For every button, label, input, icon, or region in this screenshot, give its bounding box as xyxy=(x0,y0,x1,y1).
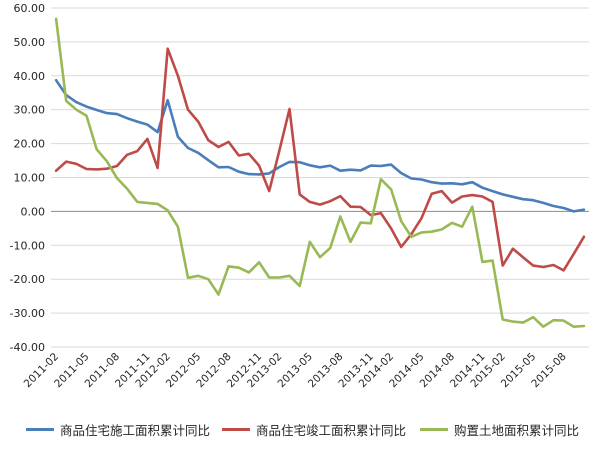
legend: 商品住宅施工面积累计同比 商品住宅竣工面积累计同比 购置土地面积累计同比 xyxy=(0,419,601,439)
legend-item-completion: 商品住宅竣工面积累计同比 xyxy=(222,419,406,439)
y-tick-label: 10.00 xyxy=(14,172,46,185)
legend-label-construction: 商品住宅施工面积累计同比 xyxy=(60,422,211,438)
y-tick-label: 40.00 xyxy=(14,70,46,83)
y-tick-label: 30.00 xyxy=(14,104,46,117)
legend-swatch-construction xyxy=(26,427,54,431)
legend-item-construction: 商品住宅施工面积累计同比 xyxy=(26,419,210,439)
y-tick-label: -40.00 xyxy=(10,341,45,354)
legend-swatch-land xyxy=(420,427,448,431)
y-tick-label: 0.00 xyxy=(21,205,46,218)
legend-swatch-completion xyxy=(222,427,250,431)
y-tick-label: -20.00 xyxy=(10,273,45,286)
series-line-0 xyxy=(54,78,586,213)
gridlines xyxy=(51,7,589,348)
y-tick-label: -10.00 xyxy=(10,239,45,252)
y-tick-label: 50.00 xyxy=(14,36,46,49)
y-tick-label: -30.00 xyxy=(10,307,45,320)
series-line-1 xyxy=(54,47,586,272)
legend-label-land: 购置土地面积累计同比 xyxy=(454,422,580,438)
y-tick-label: 20.00 xyxy=(14,138,46,151)
y-axis-tick-labels: 60.00 50.00 40.00 30.00 20.00 10.00 0.00 -10.00… xyxy=(10,2,45,354)
y-tick-label: 60.00 xyxy=(14,2,46,15)
series-line-2 xyxy=(54,17,586,329)
x-axis-tick-labels: 2011-022011-052011-082011-112012-022012-… xyxy=(22,351,569,391)
legend-item-land: 购置土地面积累计同比 xyxy=(420,419,579,439)
legend-label-completion: 商品住宅竣工面积累计同比 xyxy=(256,422,407,438)
series-lines xyxy=(54,17,586,329)
